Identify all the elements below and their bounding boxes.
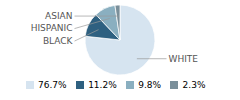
svg-text:ASIAN: ASIAN xyxy=(45,11,72,21)
html-text:76.7%: 76.7% xyxy=(38,80,67,90)
svg-text:WHITE: WHITE xyxy=(169,54,199,64)
svg-text:HISPANIC: HISPANIC xyxy=(31,23,73,33)
html-text:2.3%: 2.3% xyxy=(182,80,206,90)
html-text:9.8%: 9.8% xyxy=(138,80,162,90)
svg-text:BLACK: BLACK xyxy=(43,36,74,46)
html-text:11.2%: 11.2% xyxy=(88,80,117,90)
